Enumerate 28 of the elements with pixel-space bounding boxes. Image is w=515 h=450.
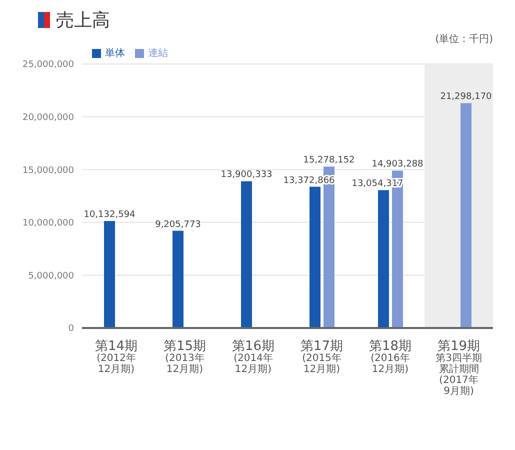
bar <box>172 230 184 328</box>
y-tick-label: 10,000,000 <box>22 218 74 229</box>
y-tick-label: 20,000,000 <box>22 112 74 123</box>
x-tick-label: 第16期 (2014年 12月期) <box>232 339 275 375</box>
x-tick-label: 第14期 (2012年 12月期) <box>94 339 138 375</box>
y-tick-label: 25,000,000 <box>22 60 74 70</box>
bar <box>460 103 472 328</box>
chart-title: 売上高 <box>56 9 110 32</box>
legend-label: 単体 <box>105 48 125 59</box>
data-label: 13,900,333 <box>220 170 272 180</box>
x-tick-label: 第18期 (2016年 12月期) <box>368 339 412 375</box>
y-tick-label: 5,000,000 <box>28 271 74 282</box>
data-label: 9,205,773 <box>155 220 201 230</box>
data-label: 14,903,288 <box>372 160 424 170</box>
data-label: 21,298,170 <box>440 92 492 102</box>
legend-label: 連結 <box>148 48 168 59</box>
bar <box>310 186 320 328</box>
bar <box>104 221 115 328</box>
x-tick-label: 第19期第3四半期累計期間 (2017年 9月期) <box>436 339 482 397</box>
bar <box>378 190 389 328</box>
text: (単位：千円) <box>434 32 493 46</box>
x-tick-label: 第15期 (2013年 12月期) <box>163 339 206 375</box>
data-label: 15,278,152 <box>303 156 355 166</box>
data-label: 10,132,594 <box>84 210 136 220</box>
y-tick-label: 15,000,000 <box>22 166 74 176</box>
y-tick-label: 0 <box>68 324 74 334</box>
bar <box>241 181 252 328</box>
x-tick-label: 第17期 (2015年 12月期) <box>300 339 344 375</box>
